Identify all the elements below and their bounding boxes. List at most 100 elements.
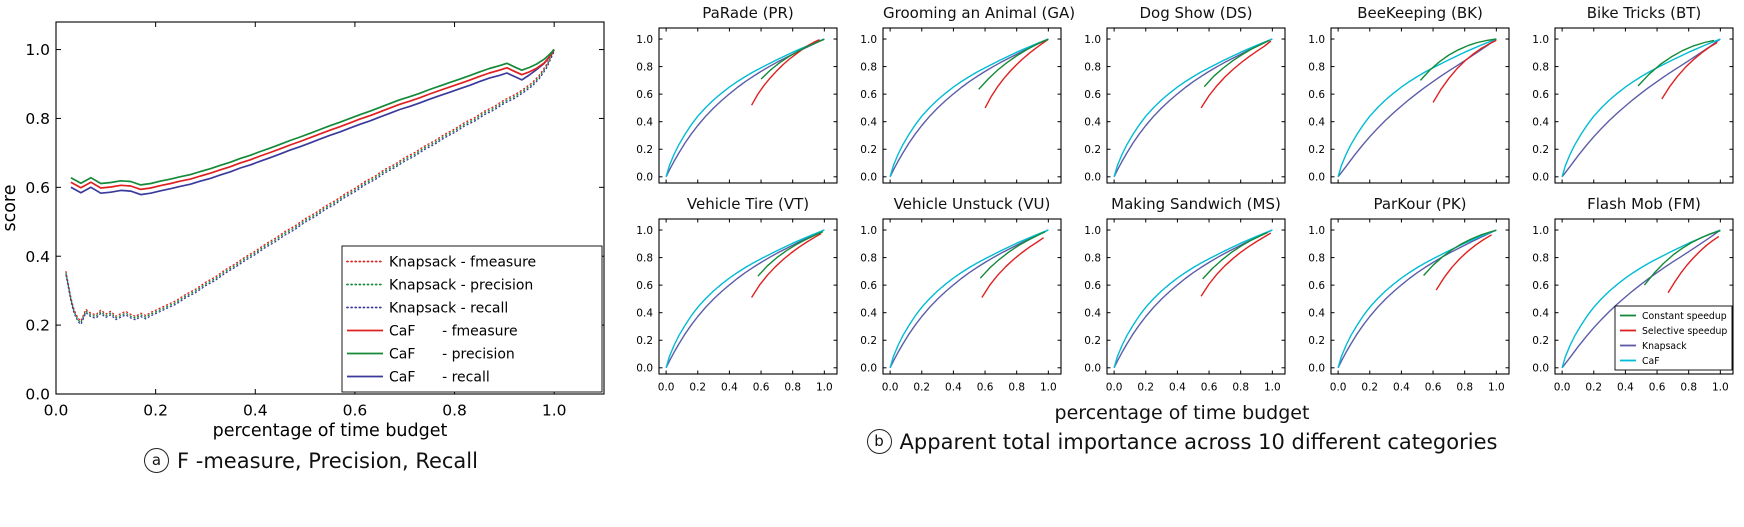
svg-text:0.8: 0.8: [636, 252, 653, 264]
svg-text:0.4: 0.4: [1617, 382, 1634, 394]
svg-text:0.2: 0.2: [860, 144, 877, 156]
svg-text:CaF - fmeasure: CaF - fmeasure: [389, 324, 518, 340]
svg-text:1.0: 1.0: [1488, 382, 1505, 394]
svg-text:0.6: 0.6: [1084, 89, 1101, 101]
svg-text:0.0: 0.0: [1106, 382, 1123, 394]
svg-text:0.6: 0.6: [25, 179, 50, 197]
svg-text:1.0: 1.0: [25, 41, 50, 59]
svg-text:0.6: 0.6: [977, 382, 994, 394]
svg-text:1.0: 1.0: [1532, 34, 1549, 46]
svg-text:0.0: 0.0: [1084, 363, 1101, 375]
svg-text:0.0: 0.0: [25, 386, 50, 404]
subplot-title-FM: Flash Mob (FM): [1587, 195, 1701, 213]
svg-text:0.8: 0.8: [860, 252, 877, 264]
svg-text:0.8: 0.8: [636, 61, 653, 73]
svg-text:0.6: 0.6: [1201, 382, 1218, 394]
svg-text:0.0: 0.0: [1532, 172, 1549, 184]
svg-text:0.8: 0.8: [1084, 252, 1101, 264]
svg-text:0.2: 0.2: [636, 335, 653, 347]
svg-text:0.6: 0.6: [1649, 382, 1666, 394]
svg-text:0.4: 0.4: [25, 248, 50, 266]
subplot-title-BT: Bike Tricks (BT): [1586, 4, 1702, 22]
panel-a-caption: a F -measure, Precision, Recall: [0, 448, 622, 473]
subplot-cell-PR: PaRade (PR) 0.0 0.2 0.4 0.6 0.8 1.0: [622, 4, 846, 191]
subplot-chart-MS: 0.0 0.2 0.4 0.6 0.8 1.0 0.0 0.2 0.4 0.6 0.8 1.0: [1084, 218, 1286, 394]
svg-text:0.2: 0.2: [860, 335, 877, 347]
svg-text:0.0: 0.0: [1554, 382, 1571, 394]
svg-text:0.8: 0.8: [1308, 252, 1325, 264]
svg-text:1.0: 1.0: [1308, 225, 1325, 237]
subplot-cell-MS: Making Sandwich (MS) 0.0 0.2 0.4 0.6 0.8 1.0 0.…: [1070, 195, 1294, 400]
svg-text:0.8: 0.8: [442, 402, 467, 420]
svg-text:0.2: 0.2: [1532, 144, 1549, 156]
subplot-cell-BK: BeeKeeping (BK) 0.0 0.2 0.4 0.6 0.8 1.0: [1294, 4, 1518, 191]
svg-text:Constant speedup: Constant speedup: [1642, 311, 1727, 322]
svg-text:0.4: 0.4: [860, 307, 877, 319]
svg-text:0.4: 0.4: [636, 116, 653, 128]
svg-text:0.4: 0.4: [945, 382, 962, 394]
svg-text:0.8: 0.8: [1456, 382, 1473, 394]
svg-text:0.0: 0.0: [1084, 172, 1101, 184]
panel-b-marker: b: [866, 429, 892, 454]
svg-text:0.2: 0.2: [25, 317, 50, 335]
subplot-cell-VT: Vehicle Tire (VT) 0.0 0.2 0.4 0.6 0.8 1.0 0.0 0.…: [622, 195, 846, 400]
svg-text:0.6: 0.6: [1425, 382, 1442, 394]
svg-text:1.0: 1.0: [816, 382, 833, 394]
svg-text:1.0: 1.0: [636, 34, 653, 46]
svg-text:0.0: 0.0: [44, 402, 69, 420]
subplot-title-BK: BeeKeeping (BK): [1357, 4, 1483, 22]
svg-text:1.0: 1.0: [1308, 34, 1325, 46]
svg-text:0.6: 0.6: [1308, 89, 1325, 101]
subplot-title-GA: Grooming an Animal (GA): [883, 4, 1076, 22]
svg-text:0.0: 0.0: [882, 382, 899, 394]
svg-text:1.0: 1.0: [636, 225, 653, 237]
svg-text:1.0: 1.0: [1040, 382, 1057, 394]
subplot-title-PR: PaRade (PR): [702, 4, 794, 22]
svg-text:1.0: 1.0: [1264, 382, 1281, 394]
subplot-title-MS: Making Sandwich (MS): [1111, 195, 1281, 213]
svg-text:0.2: 0.2: [1308, 144, 1325, 156]
subplot-chart-PK: 0.0 0.2 0.4 0.6 0.8 1.0 0.0 0.2 0.4 0.6 0.8 1.0: [1308, 218, 1510, 394]
svg-text:0.0: 0.0: [1308, 172, 1325, 184]
svg-text:1.0: 1.0: [1532, 225, 1549, 237]
svg-text:0.4: 0.4: [1308, 307, 1325, 319]
svg-text:1.0: 1.0: [542, 402, 567, 420]
svg-text:0.6: 0.6: [860, 89, 877, 101]
svg-text:0.2: 0.2: [636, 144, 653, 156]
subplot-cell-FM: Flash Mob (FM) 0.0 0.2 0.4 0.6 0.8 1.0 0.0 0.2 0.…: [1518, 195, 1742, 400]
subplot-chart-GA: 0.0 0.2 0.4 0.6 0.8 1.0: [860, 27, 1062, 184]
svg-text:0.2: 0.2: [1361, 382, 1378, 394]
svg-text:0.6: 0.6: [1084, 280, 1101, 292]
svg-text:0.2: 0.2: [1585, 382, 1602, 394]
svg-text:1.0: 1.0: [1084, 225, 1101, 237]
subplot-title-VT: Vehicle Tire (VT): [686, 195, 810, 213]
svg-text:0.2: 0.2: [1532, 335, 1549, 347]
svg-text:percentage of time budget: percentage of time budget: [213, 421, 448, 440]
panel-a-caption-text: F -measure, Precision, Recall: [177, 448, 478, 473]
subplot-cell-PK: ParKour (PK) 0.0 0.2 0.4 0.6 0.8 1.0 0.0 0.2 0.4 0…: [1294, 195, 1518, 400]
subplot-chart-VT: 0.0 0.2 0.4 0.6 0.8 1.0 0.0 0.2 0.4 0.6 0.8 1.0: [636, 218, 838, 394]
svg-text:0.0: 0.0: [860, 363, 877, 375]
svg-text:0.6: 0.6: [343, 402, 368, 420]
subplot-cell-VU: Vehicle Unstuck (VU) 0.0 0.2 0.4 0.6 0.8 1.0 0.…: [846, 195, 1070, 400]
svg-text:0.2: 0.2: [913, 382, 930, 394]
svg-text:0.2: 0.2: [1084, 144, 1101, 156]
svg-text:0.4: 0.4: [1308, 116, 1325, 128]
svg-text:0.2: 0.2: [143, 402, 168, 420]
svg-text:0.4: 0.4: [1084, 307, 1101, 319]
svg-text:0.0: 0.0: [636, 363, 653, 375]
panel-b-caption: b Apparent total importance across 10 di…: [622, 429, 1742, 454]
subplot-chart-BK: 0.0 0.2 0.4 0.6 0.8 1.0: [1308, 27, 1510, 184]
svg-text:0.4: 0.4: [1532, 307, 1549, 319]
svg-text:0.4: 0.4: [1393, 382, 1410, 394]
panel-a-marker: a: [144, 448, 169, 473]
subplot-grid: PaRade (PR) 0.0 0.2 0.4 0.6 0.8 1.0 Grooming an…: [622, 4, 1742, 400]
svg-text:0.6: 0.6: [636, 89, 653, 101]
subplot-chart-PR: 0.0 0.2 0.4 0.6 0.8 1.0: [636, 27, 838, 184]
svg-text:0.0: 0.0: [658, 382, 675, 394]
subplot-cell-GA: Grooming an Animal (GA) 0.0 0.2 0.4 0.6 0.8 1.…: [846, 4, 1076, 191]
svg-text:CaF - precision: CaF - precision: [389, 347, 515, 363]
svg-text:0.4: 0.4: [860, 116, 877, 128]
svg-text:0.6: 0.6: [1532, 89, 1549, 101]
